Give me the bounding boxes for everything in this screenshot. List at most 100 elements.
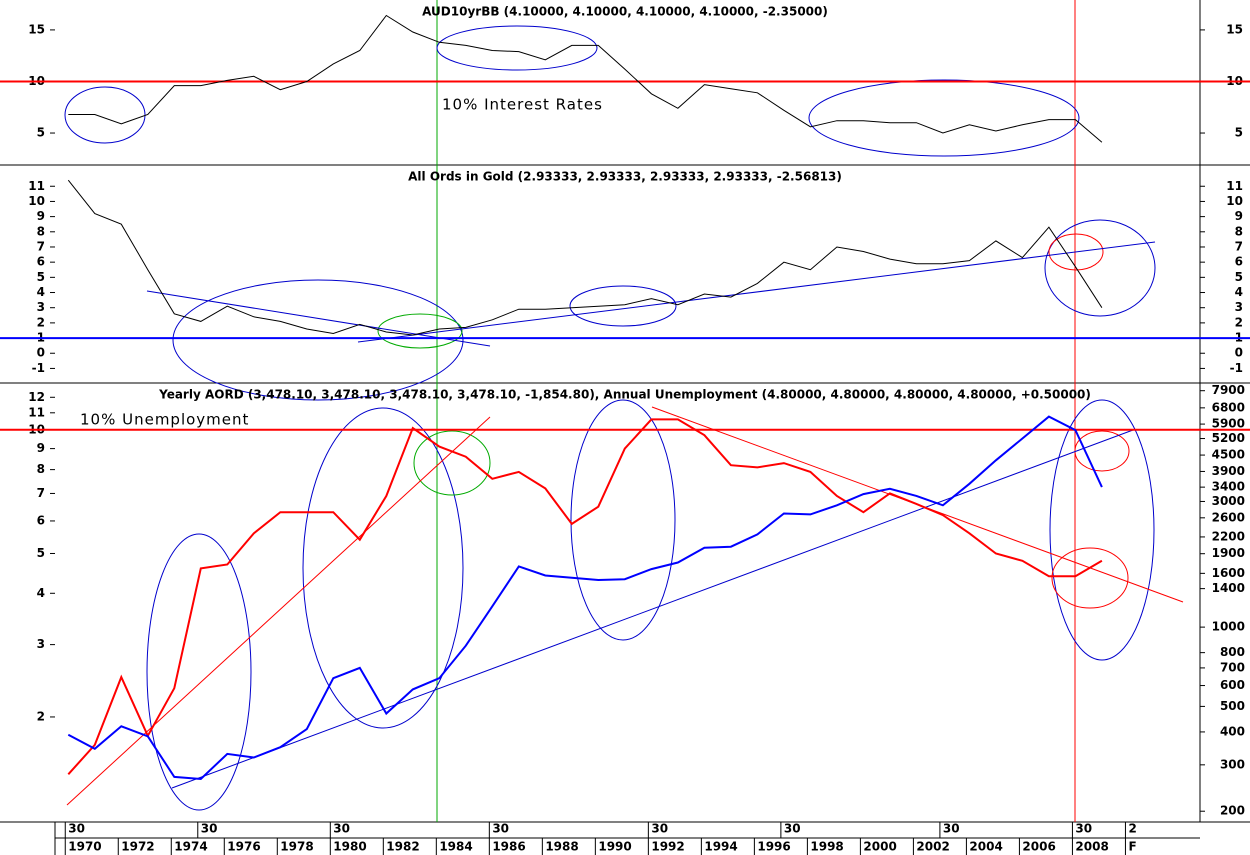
y-tick-label: 15	[28, 22, 45, 36]
x-tick-label: 1976	[227, 840, 260, 854]
y-tick-label: 12	[28, 390, 45, 404]
cycle-tick-label: 30	[784, 822, 801, 836]
y2-tick-label: 800	[1220, 645, 1245, 659]
y2-tick-label: 700	[1220, 660, 1245, 674]
y-tick-label: 9	[37, 441, 45, 455]
y2-tick-label: 3900	[1212, 464, 1245, 478]
y2-tick-label: 2600	[1212, 510, 1245, 524]
y-tick-label: 5	[37, 546, 45, 560]
cycle-tick-label: 30	[1075, 822, 1092, 836]
x-tick-label: 1996	[757, 840, 790, 854]
x-tick-label: 1974	[174, 840, 207, 854]
x-tick-label: 1990	[598, 840, 631, 854]
y-tick-label: 5	[37, 126, 45, 140]
y2-tick-label: 200	[1220, 804, 1245, 818]
x-tick-label: 1972	[121, 840, 154, 854]
y-tick-label: 8	[37, 224, 45, 238]
annotation: 10% Unemployment	[80, 411, 249, 429]
y-tick-label: 4	[1235, 285, 1243, 299]
y-tick-label: 6	[37, 513, 45, 527]
x-tick-label: 1986	[492, 840, 525, 854]
x-tick-label: F	[1128, 840, 1136, 854]
cycle-tick-label: 2	[1128, 822, 1136, 836]
annotations	[64, 25, 1184, 811]
y2-tick-label: 1400	[1212, 581, 1245, 595]
x-tick-label: 2000	[863, 840, 896, 854]
panel-title: AUD10yrBB (4.10000, 4.10000, 4.10000, 4.…	[422, 5, 828, 19]
y2-tick-label: 1000	[1212, 620, 1245, 634]
cycle-tick-label: 30	[333, 822, 350, 836]
y2-tick-label: 400	[1220, 724, 1245, 738]
y2-tick-label: 3400	[1212, 480, 1245, 494]
y-tick-label: 11	[28, 405, 45, 419]
cycle-tick-label: 30	[68, 822, 85, 836]
annotation: 10% Interest Rates	[442, 96, 603, 114]
y-tick-label: 4	[37, 586, 45, 600]
y-tick-label: 0	[1235, 346, 1243, 360]
y-tick-label: 7	[37, 239, 45, 253]
cycle-tick-label: 30	[943, 822, 960, 836]
x-tick-label: 2006	[1022, 840, 1055, 854]
x-tick-label: 1978	[280, 840, 313, 854]
y-tick-label: 2	[37, 709, 45, 723]
x-tick-label: 1998	[810, 840, 843, 854]
y-tick-label: 5	[1235, 270, 1243, 284]
y-tick-label: 9	[37, 209, 45, 223]
x-tick-label: 2008	[1075, 840, 1108, 854]
series-line	[67, 179, 1103, 336]
x-tick-label: 1982	[386, 840, 419, 854]
y-tick-label: 6	[37, 255, 45, 269]
x-tick-label: 2002	[916, 840, 949, 854]
y2-tick-label: 1900	[1212, 546, 1245, 560]
x-tick-label: 1984	[439, 840, 472, 854]
y-tick-label: 3	[1235, 300, 1243, 314]
y2-tick-label: 5900	[1212, 417, 1245, 431]
y-tick-label: 8	[37, 462, 45, 476]
cycle-tick-label: 30	[201, 822, 218, 836]
y-tick-label: 11	[28, 179, 45, 193]
x-tick-label: 1988	[545, 840, 578, 854]
y-tick-label: 7	[37, 486, 45, 500]
y-tick-label: 0	[37, 346, 45, 360]
y2-tick-label: 6800	[1212, 400, 1245, 414]
x-tick-label: 1992	[651, 840, 684, 854]
y-tick-label: 9	[1235, 209, 1243, 223]
y2-tick-label: 300	[1220, 757, 1245, 771]
y-tick-label: 3	[37, 637, 45, 651]
y-tick-label: 7	[1235, 239, 1243, 253]
y2-tick-label: 1600	[1212, 566, 1245, 580]
cycle-tick-label: 30	[492, 822, 509, 836]
y2-tick-label: 2200	[1212, 529, 1245, 543]
series-line	[67, 418, 1103, 775]
y2-tick-label: 4500	[1212, 448, 1245, 462]
y-tick-label: 10	[1226, 194, 1243, 208]
x-tick-label: 1980	[333, 840, 366, 854]
y-tick-label: 11	[1226, 179, 1243, 193]
x-tick-label: 1994	[704, 840, 737, 854]
y-tick-label: 3	[37, 300, 45, 314]
y-tick-label: 2	[1235, 315, 1243, 329]
x-tick-label: 1970	[68, 840, 101, 854]
y-tick-label: 8	[1235, 224, 1243, 238]
y-tick-label: 6	[1235, 255, 1243, 269]
y-tick-label: -1	[32, 361, 45, 375]
y2-tick-label: 3000	[1212, 494, 1245, 508]
y-tick-label: 2	[37, 315, 45, 329]
y-tick-label: -1	[1230, 361, 1243, 375]
y-tick-label: 15	[1226, 22, 1243, 36]
y2-tick-label: 500	[1220, 699, 1245, 713]
y-tick-label: 4	[37, 285, 45, 299]
y-tick-label: 5	[1235, 126, 1243, 140]
panel-title: Yearly AORD (3,478.10, 3,478.10, 3,478.1…	[158, 388, 1091, 402]
series-line	[67, 415, 1103, 781]
panel-title: All Ords in Gold (2.93333, 2.93333, 2.93…	[408, 170, 842, 184]
x-tick-label: 2004	[969, 840, 1002, 854]
y2-tick-label: 5200	[1212, 431, 1245, 445]
y-tick-label: 10	[28, 194, 45, 208]
y2-tick-label: 600	[1220, 678, 1245, 692]
cycle-tick-label: 30	[651, 822, 668, 836]
y-tick-label: 5	[37, 270, 45, 284]
y2-tick-label: 7900	[1212, 383, 1245, 397]
